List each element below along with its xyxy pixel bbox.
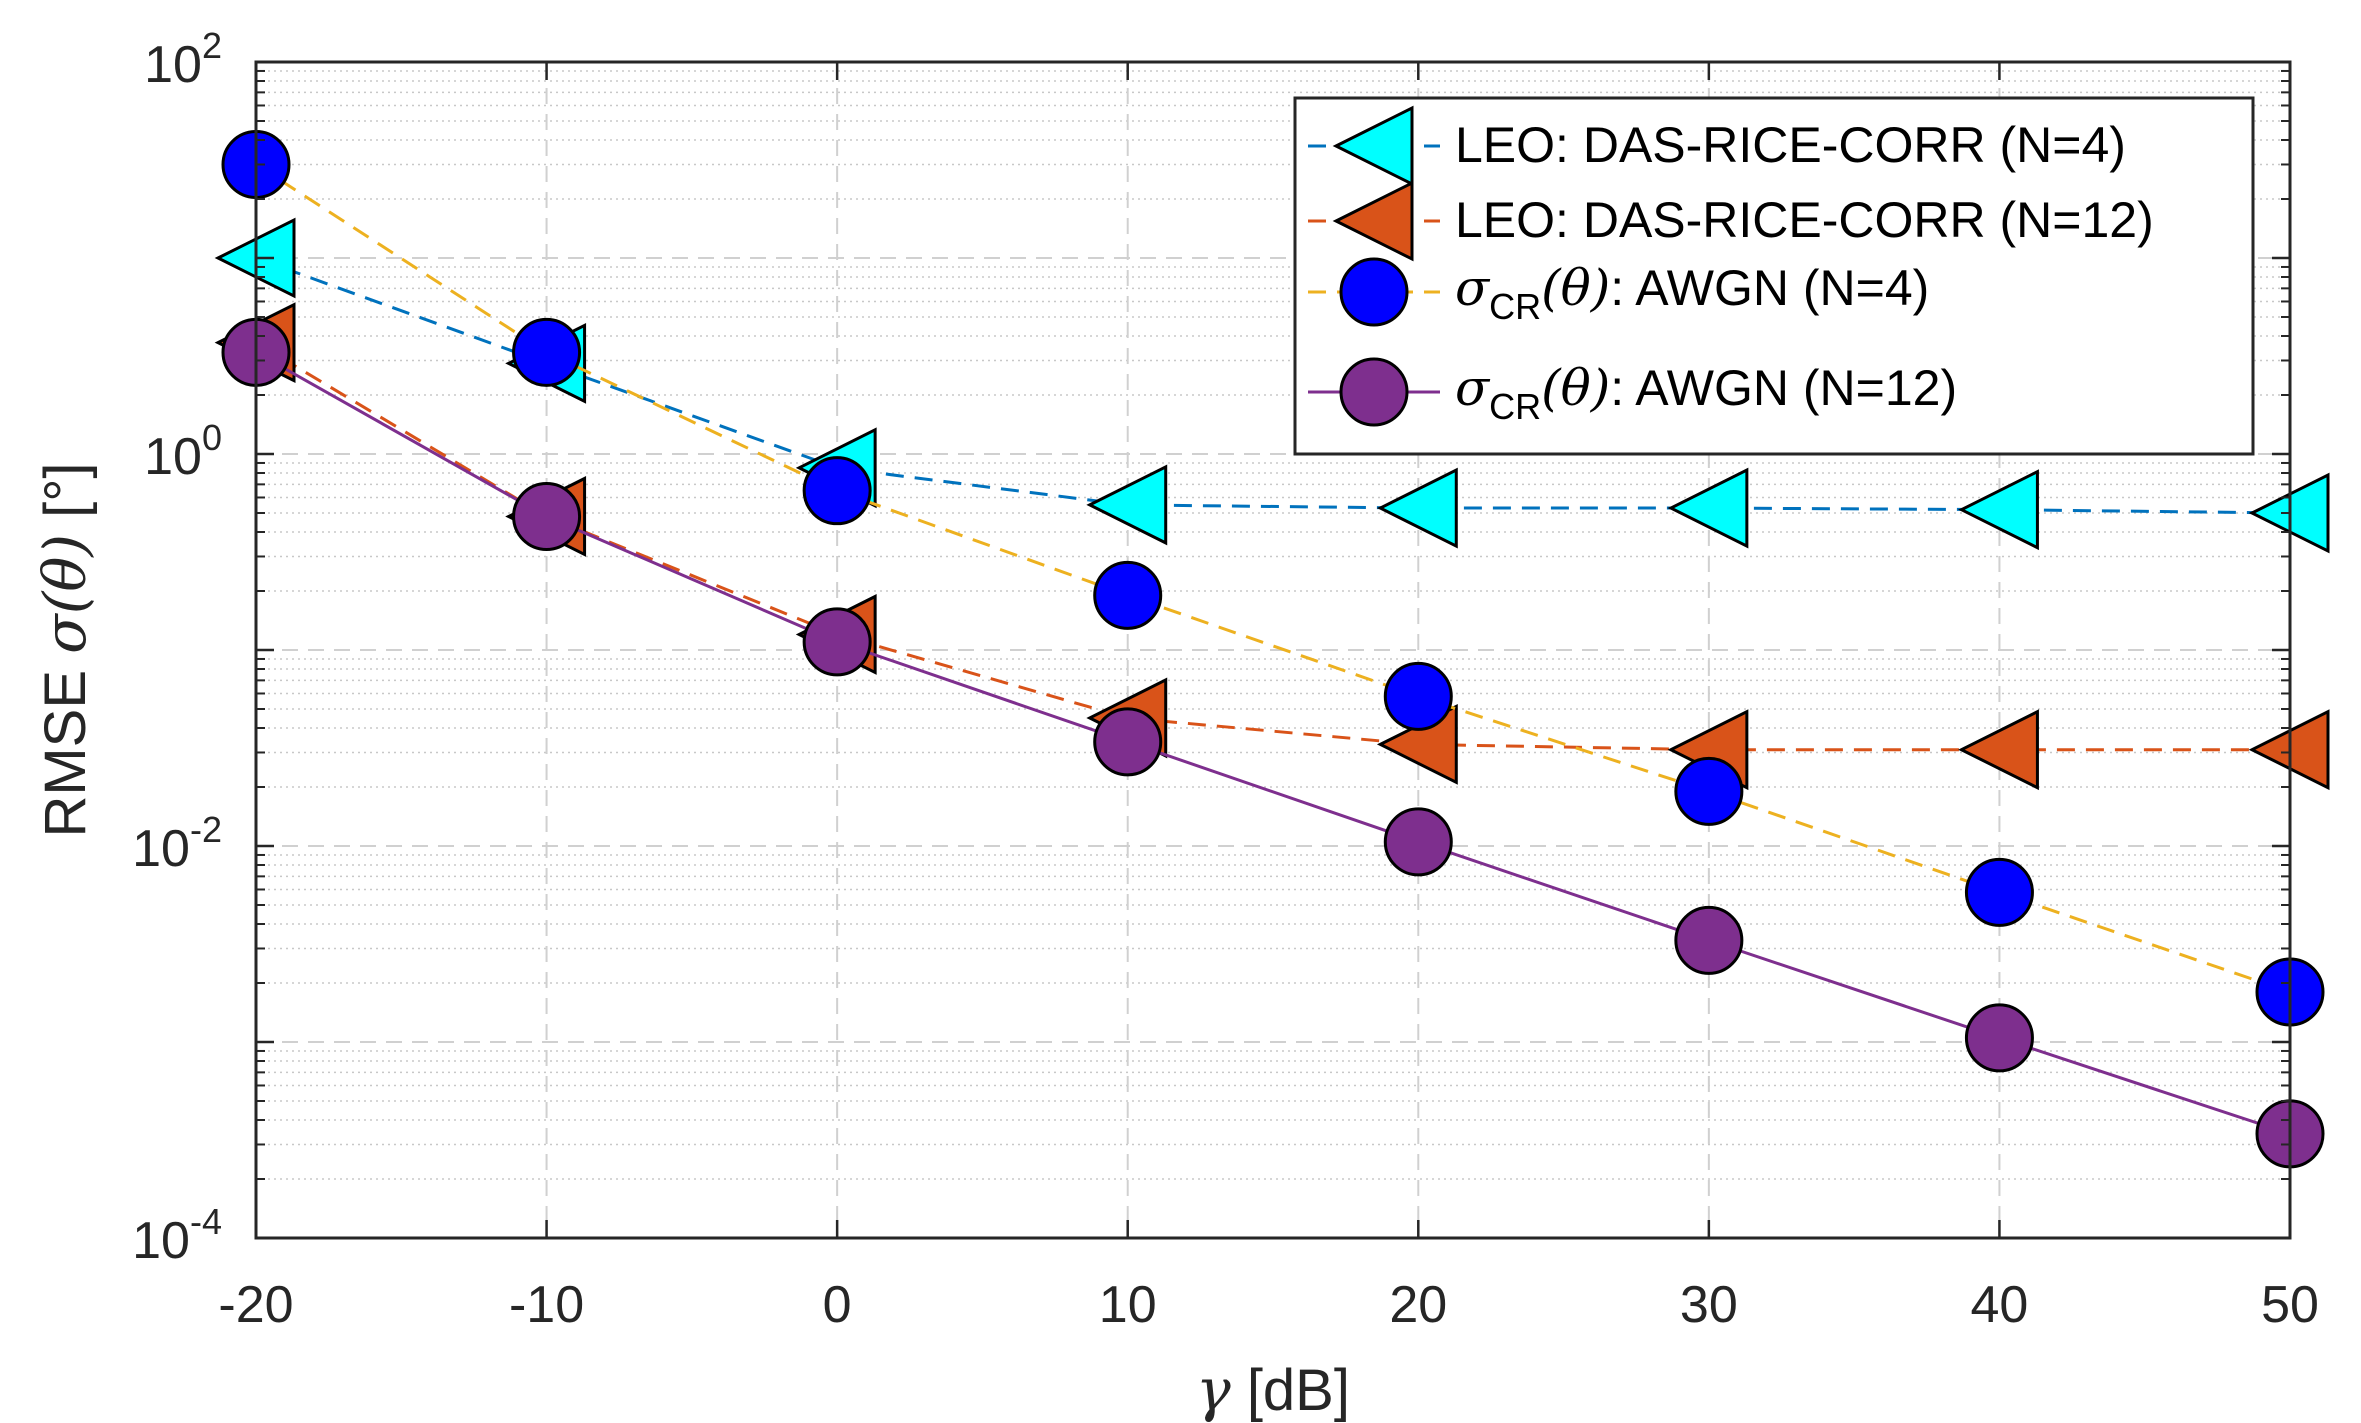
data-point [1674,756,1744,826]
y-tick-base: 10 [144,36,202,94]
series-line [255,256,2291,515]
data-point [1964,857,2034,927]
data-point [1376,467,1458,549]
legend-arg: (θ) [1541,359,1610,417]
y-tick-label: 102 [144,25,222,94]
data-point [512,481,582,551]
series-layer [214,129,2330,1169]
series-line [255,351,2291,1136]
legend-label-awgn-n12: σCR(θ): AWGN (N=12) [1455,359,1957,427]
data-point [1383,807,1453,877]
y-tick-exponent: 2 [202,25,222,66]
data-point [1093,560,1163,630]
data-point [802,607,872,677]
data-point [802,456,872,526]
data-point [1093,707,1163,777]
y-tick-label: 10-4 [132,1201,222,1270]
x-axis-label-unit: [dB] [1247,1358,1350,1423]
x-axis-label-symbol: γ [1196,1356,1231,1423]
data-point [1958,469,2039,551]
x-tick-label: 0 [823,1276,852,1334]
x-tick-label: 50 [2261,1276,2319,1334]
y-axis-label-math: σ(θ) [31,534,99,654]
data-point [1958,709,2039,791]
legend-box [1293,96,2255,456]
legend-marker-swatch [1332,105,1414,187]
x-tick-label: -10 [509,1276,584,1334]
x-axis-label: γ [dB] [1196,1356,1350,1423]
series-3 [221,317,2325,1169]
data-point [512,317,582,387]
legend-text: : AWGN (N=12) [1610,360,1957,416]
legend-marker-swatch [1339,357,1409,427]
legend: LEO: DAS-RICE-CORR (N=4) LEO: DAS-RICE-C… [1293,96,2255,456]
y-tick-base: 10 [132,1212,190,1270]
y-axis-label-unit: [°] [33,462,98,517]
legend-label-leo-n4: LEO: DAS-RICE-CORR (N=4) [1455,117,2126,173]
y-tick-exponent: 0 [202,417,222,458]
legend-marker-swatch [1339,257,1409,327]
y-tick-label: 10-2 [132,809,222,878]
legend-label-leo-n12: LEO: DAS-RICE-CORR (N=12) [1455,192,2154,248]
legend-sigma: σ [1455,359,1491,417]
x-tick-label: 10 [1099,1276,1157,1334]
legend-subscript: CR [1489,386,1541,427]
legend-arg: (θ) [1541,259,1610,317]
y-axis-label-prefix: RMSE [33,670,98,838]
data-point [1674,905,1744,975]
legend-marker-swatch [1332,180,1414,262]
x-tick-labels: -20 -10 0 10 20 30 40 50 [218,1276,2319,1334]
legend-swatches [1308,105,1440,427]
y-tick-exponent: -2 [190,809,222,850]
y-tick-base: 10 [144,428,202,486]
y-tick-exponent: -4 [190,1201,222,1242]
x-tick-label: 30 [1680,1276,1738,1334]
data-point [1383,661,1453,731]
y-tick-label: 100 [144,417,222,486]
data-point [1667,467,1749,549]
data-point [1086,464,1168,546]
x-tick-label: -20 [218,1276,293,1334]
legend-sigma: σ [1455,259,1491,317]
tick-marks [254,60,2292,1240]
x-tick-label: 40 [1971,1276,2029,1334]
data-point [1964,1003,2034,1073]
legend-text: : AWGN (N=4) [1610,260,1929,316]
legend-subscript: CR [1489,286,1541,327]
y-axis-label: RMSE σ(θ) [°] [31,462,99,837]
series-2 [221,129,2325,1027]
y-tick-base: 10 [132,820,190,878]
legend-label-awgn-n4: σCR(θ): AWGN (N=4) [1455,259,1929,327]
x-tick-label: 20 [1389,1276,1447,1334]
